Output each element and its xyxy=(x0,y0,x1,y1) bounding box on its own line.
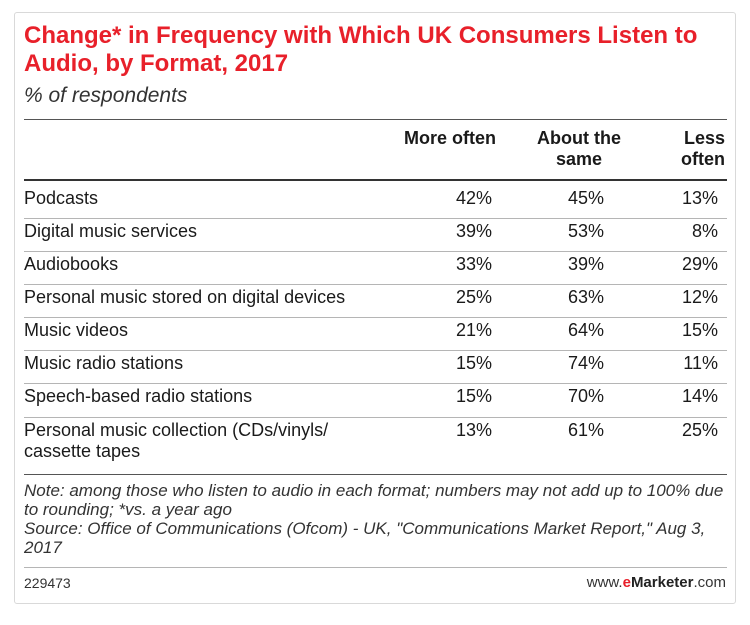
col-header-more-often: More often xyxy=(404,128,496,148)
table-cell: 29% xyxy=(681,254,718,274)
row-divider xyxy=(24,284,727,285)
chart-card xyxy=(14,12,736,604)
table-cell: 12% xyxy=(681,287,718,307)
table-cell: 64% xyxy=(567,320,604,340)
table-cell: 14% xyxy=(681,386,718,406)
row-label: Music radio stations xyxy=(24,353,184,373)
table-cell: 39% xyxy=(567,254,604,274)
table-cell: 39% xyxy=(455,221,492,241)
row-label: Digital music services xyxy=(24,221,198,241)
chart-subtitle: % of respondents xyxy=(24,84,188,107)
row-divider xyxy=(24,218,727,219)
footer-rule xyxy=(24,567,727,568)
table-cell: 11% xyxy=(683,353,718,373)
row-label: Podcasts xyxy=(24,188,99,208)
col-header-about-same: About the same xyxy=(537,128,621,169)
table-cell: 63% xyxy=(567,287,604,307)
row-divider xyxy=(24,350,727,351)
brand-name: Marketer xyxy=(630,574,694,591)
table-cell: 8% xyxy=(691,221,718,241)
table-cell: 21% xyxy=(455,320,492,340)
row-divider xyxy=(24,317,727,318)
table-cell: 15% xyxy=(681,320,718,340)
brand-prefix: www. xyxy=(586,574,623,591)
table-cell: 13% xyxy=(681,188,718,208)
table-cell: 53% xyxy=(567,221,604,241)
emarketer-logo: www.eMarketer.com xyxy=(587,574,726,591)
row-label: Audiobooks xyxy=(24,254,119,274)
table-cell: 45% xyxy=(567,188,604,208)
table-cell: 61% xyxy=(567,420,604,440)
table-cell: 42% xyxy=(455,188,492,208)
table-cell: 15% xyxy=(455,386,492,406)
footnote: Note: among those who listen to audio in… xyxy=(24,481,724,557)
brand-e: e xyxy=(622,574,631,591)
row-label: Personal music collection (CDs/vinyls/ c… xyxy=(24,420,329,461)
row-divider xyxy=(24,383,727,384)
brand-suffix: .com xyxy=(693,574,726,591)
row-label: Music videos xyxy=(24,320,129,340)
chart-id: 229473 xyxy=(24,575,71,591)
row-label: Speech-based radio stations xyxy=(24,386,253,406)
row-divider xyxy=(24,251,727,252)
note-text: Note: among those who listen to audio in… xyxy=(24,481,724,519)
table-cell: 25% xyxy=(455,287,492,307)
table-cell: 70% xyxy=(567,386,604,406)
header-rule xyxy=(24,179,727,181)
bottom-rule xyxy=(24,474,727,475)
table-cell: 33% xyxy=(455,254,492,274)
chart-title: Change* in Frequency with Which UK Consu… xyxy=(24,22,698,77)
table-cell: 15% xyxy=(455,353,492,373)
table-cell: 25% xyxy=(681,420,718,440)
table-cell: 74% xyxy=(567,353,604,373)
row-divider xyxy=(24,417,727,418)
table-cell: 13% xyxy=(455,420,492,440)
source-text: Source: Office of Communications (Ofcom)… xyxy=(24,519,706,557)
col-header-less-often: Less often xyxy=(681,128,725,169)
top-rule xyxy=(24,119,727,120)
row-label: Personal music stored on digital devices xyxy=(24,287,346,307)
